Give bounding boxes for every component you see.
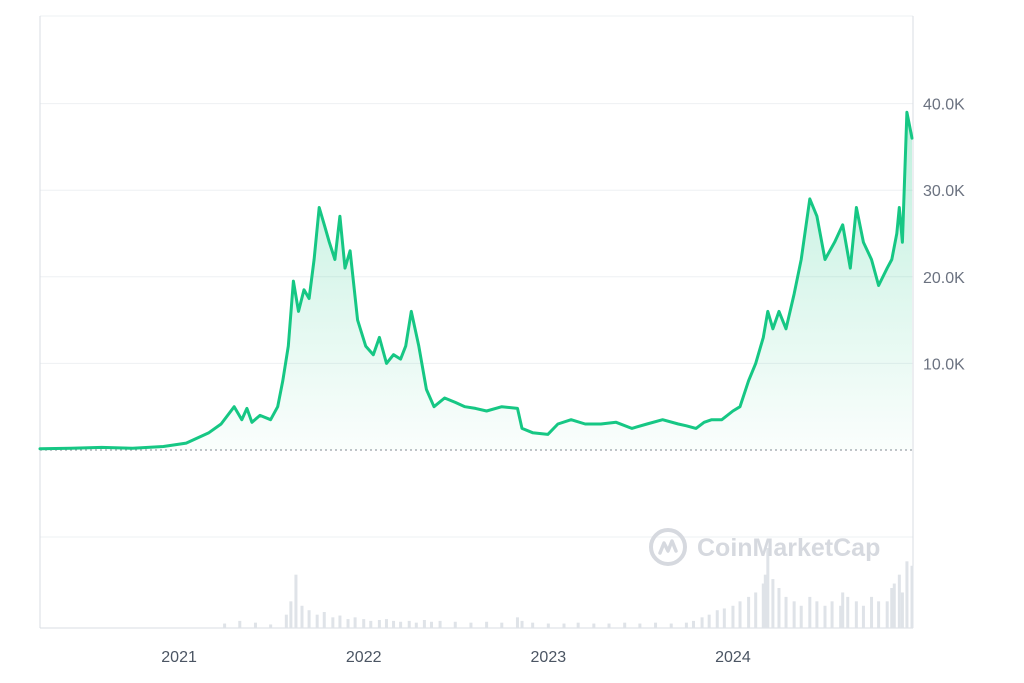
volume-bar — [808, 596, 812, 628]
volume-bar — [890, 588, 894, 628]
volume-bar — [823, 605, 827, 628]
volume-bar — [562, 623, 566, 628]
volume-bar — [747, 596, 751, 628]
volume-bar — [369, 620, 373, 628]
volume-bar — [253, 622, 257, 628]
price-line — [38, 110, 914, 451]
volume-bar — [654, 622, 658, 628]
volume-bar — [414, 622, 418, 628]
volume-bars — [223, 548, 914, 628]
volume-bar — [362, 619, 366, 628]
y-axis-ticks: 10.0K 20.0K 30.0K 40.0K — [923, 97, 965, 374]
volume-bar — [854, 601, 858, 628]
volume-bar — [429, 621, 433, 628]
volume-bar — [830, 601, 834, 628]
volume-bar — [338, 615, 342, 628]
price-area-fill — [40, 112, 912, 451]
volume-bar — [407, 620, 411, 628]
volume-bar — [392, 620, 396, 628]
volume-bar — [766, 548, 770, 628]
volume-bar — [315, 614, 319, 628]
volume-bar — [353, 617, 357, 628]
volume-bar — [897, 574, 901, 628]
volume-bar — [307, 610, 311, 628]
volume-bar — [531, 622, 535, 628]
x-tick-label: 2021 — [161, 649, 197, 666]
volume-bar — [700, 617, 704, 628]
volume-bar — [900, 592, 904, 628]
volume-bar — [684, 622, 688, 628]
volume-bar — [294, 574, 298, 628]
volume-bar — [576, 622, 580, 628]
coinmarketcap-logo-icon — [649, 528, 687, 566]
y-tick-label: 20.0K — [923, 270, 965, 287]
x-tick-label: 2023 — [531, 649, 567, 666]
volume-bar — [761, 583, 765, 628]
volume-bar — [438, 620, 442, 628]
volume-bar — [715, 610, 719, 628]
y-tick-label: 30.0K — [923, 183, 965, 200]
volume-bar — [799, 605, 803, 628]
volume-bar — [784, 596, 788, 628]
volume-bar — [377, 620, 381, 628]
volume-bar — [861, 605, 865, 628]
volume-bar — [399, 621, 403, 628]
volume-bar — [792, 601, 796, 628]
volume-bar — [892, 583, 896, 628]
volume-bar — [771, 579, 775, 628]
volume-bar — [238, 620, 242, 628]
watermark-text: CoinMarketCap — [697, 534, 880, 562]
price-area — [40, 112, 912, 451]
volume-bar — [300, 605, 304, 628]
volume-bar — [905, 561, 909, 628]
volume-bar — [910, 565, 914, 628]
volume-bar — [322, 612, 326, 628]
volume-bar — [485, 621, 489, 628]
volume-bar — [846, 596, 850, 628]
volume-bar — [384, 619, 388, 628]
volume-bar — [223, 623, 227, 628]
price-line-layer — [38, 110, 914, 451]
volume-bar — [877, 601, 881, 628]
volume-bar — [885, 601, 889, 628]
volume-bar — [546, 623, 550, 628]
volume-bar — [870, 596, 874, 628]
volume-bar — [289, 601, 293, 628]
y-tick-label: 10.0K — [923, 356, 965, 373]
volume-bar — [691, 620, 695, 628]
volume-bar — [839, 605, 843, 628]
volume-bar — [777, 588, 781, 628]
y-tick-label: 40.0K — [923, 97, 965, 114]
volume-bar — [638, 623, 642, 628]
volume-bar — [592, 623, 596, 628]
volume-bar — [331, 617, 335, 628]
volume-bar — [453, 621, 457, 628]
volume-bar — [284, 614, 288, 628]
volume-bar — [520, 620, 524, 628]
volume-bar — [469, 622, 473, 628]
watermark: CoinMarketCap — [649, 528, 880, 566]
volume-bar — [269, 624, 273, 628]
volume-bar — [623, 622, 627, 628]
volume-bar — [754, 592, 758, 628]
volume-bar — [841, 592, 845, 628]
volume-bar — [500, 622, 504, 628]
volume-bar — [722, 608, 726, 628]
volume-bar — [763, 574, 767, 628]
volume-bar — [422, 620, 426, 628]
volume-bar — [515, 617, 519, 628]
volume-bar — [607, 623, 611, 628]
x-tick-label: 2024 — [715, 649, 751, 666]
volume-bar — [707, 614, 711, 628]
x-axis-ticks: 2021 2022 2023 2024 — [161, 649, 751, 666]
volume-bar — [815, 601, 819, 628]
x-tick-label: 2022 — [346, 649, 382, 666]
volume-bar — [738, 601, 742, 628]
volume-bar — [346, 619, 350, 628]
volume-bar — [669, 623, 673, 628]
volume-bar — [731, 605, 735, 628]
